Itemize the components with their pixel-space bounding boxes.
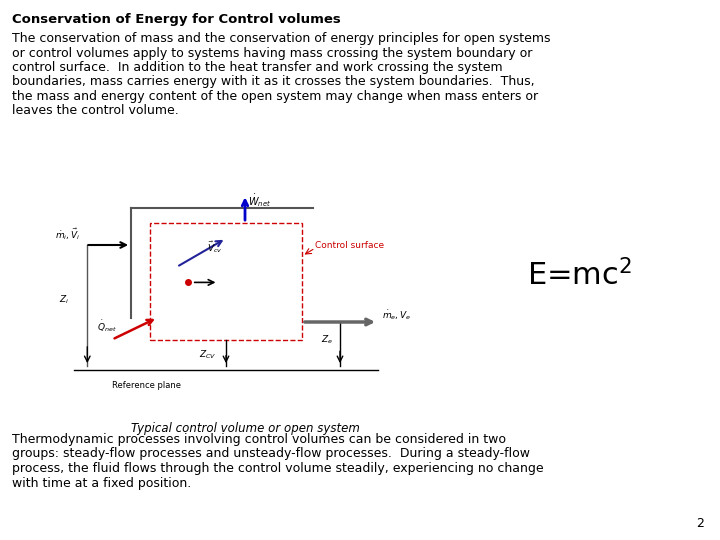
Text: Thermodynamic processes involving control volumes can be considered in two: Thermodynamic processes involving contro…	[12, 433, 506, 446]
Text: $Z_e$: $Z_e$	[321, 333, 333, 346]
Text: Conservation of Energy for Control volumes: Conservation of Energy for Control volum…	[12, 13, 341, 26]
Text: The conservation of mass and the conservation of energy principles for open syst: The conservation of mass and the conserv…	[12, 32, 551, 45]
Bar	[150, 223, 302, 340]
Text: boundaries, mass carries energy with it as it crosses the system boundaries.  Th: boundaries, mass carries energy with it …	[12, 76, 535, 89]
Text: leaves the control volume.: leaves the control volume.	[12, 105, 179, 118]
Text: $Z_i$: $Z_i$	[59, 294, 69, 306]
Text: $\dot{m}_i, \vec{V}_i$: $\dot{m}_i, \vec{V}_i$	[55, 226, 81, 242]
Text: or control volumes apply to systems having mass crossing the system boundary or: or control volumes apply to systems havi…	[12, 46, 532, 59]
Text: $\vec{V}_{cv}$: $\vec{V}_{cv}$	[207, 239, 222, 255]
Text: process, the fluid flows through the control volume steadily, experiencing no ch: process, the fluid flows through the con…	[12, 462, 544, 475]
Text: Control surface: Control surface	[315, 240, 384, 249]
Text: with time at a fixed position.: with time at a fixed position.	[12, 476, 192, 489]
Text: $Z_{CV}$: $Z_{CV}$	[199, 349, 217, 361]
Text: E=mc$^{2}$: E=mc$^{2}$	[528, 259, 633, 291]
Text: Typical control volume or open system: Typical control volume or open system	[130, 422, 359, 435]
Text: the mass and energy content of the open system may change when mass enters or: the mass and energy content of the open …	[12, 90, 538, 103]
Text: groups: steady-flow processes and unsteady-flow processes.  During a steady-flow: groups: steady-flow processes and unstea…	[12, 448, 530, 461]
Text: control surface.  In addition to the heat transfer and work crossing the system: control surface. In addition to the heat…	[12, 61, 503, 74]
Text: Reference plane: Reference plane	[112, 381, 181, 390]
Text: 2: 2	[696, 517, 704, 530]
Text: $\dot{Q}_{net}$: $\dot{Q}_{net}$	[96, 319, 117, 334]
Text: $\dot{W}_{net}$: $\dot{W}_{net}$	[248, 192, 271, 209]
Text: $\dot{m}_e, V_e$: $\dot{m}_e, V_e$	[382, 309, 411, 322]
